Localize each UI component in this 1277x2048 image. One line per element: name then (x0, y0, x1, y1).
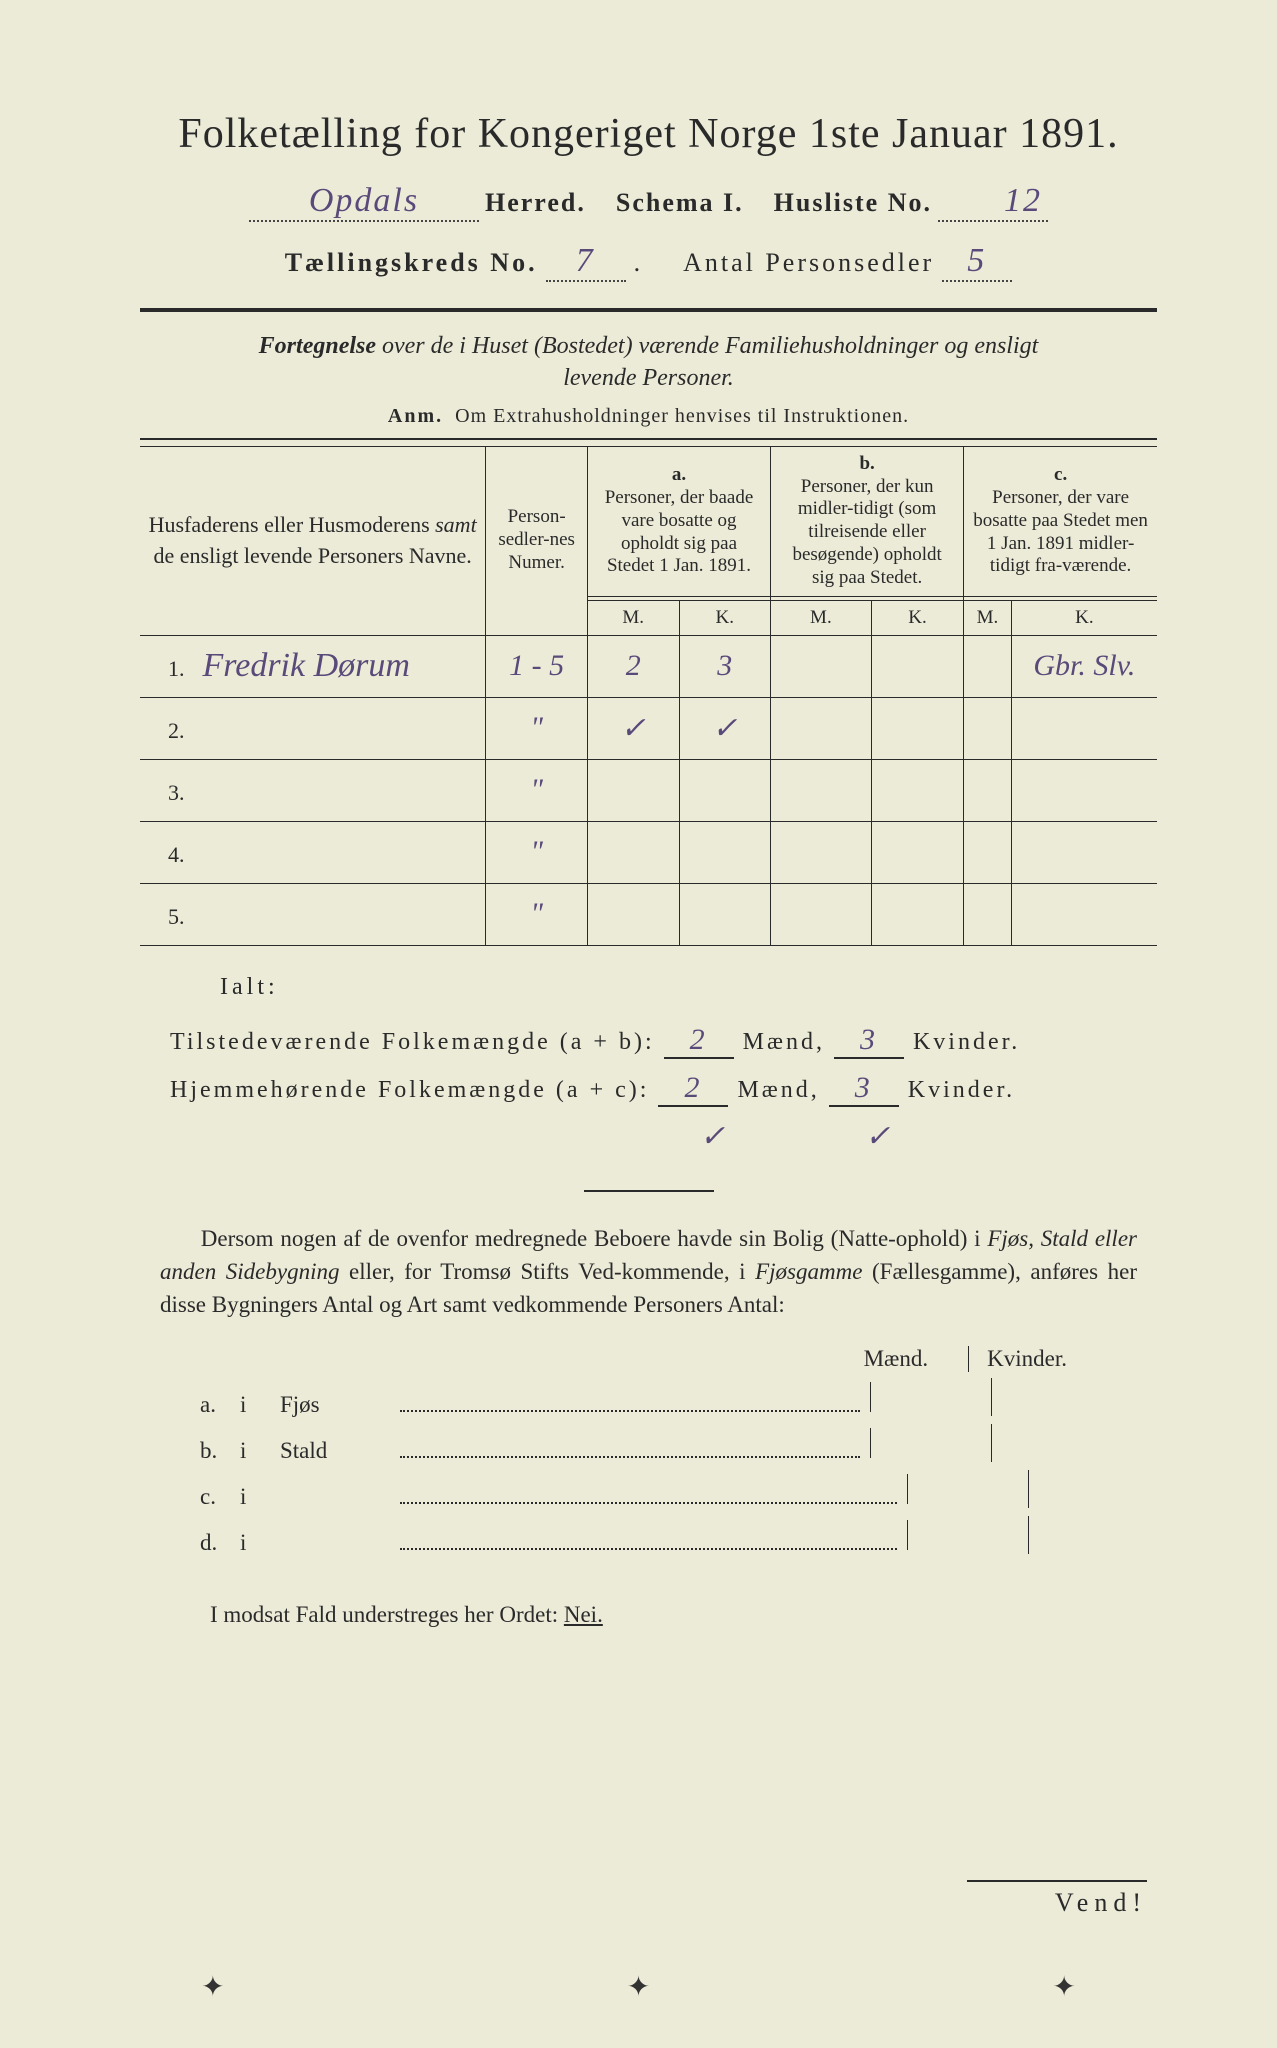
vend-label: Vend! (967, 1880, 1147, 1918)
table-row: 5." (140, 883, 1157, 945)
census-table: Husfaderens eller Husmoderens samt de en… (140, 446, 1157, 946)
col-name-header: Husfaderens eller Husmoderens samt de en… (140, 446, 486, 635)
antal-field: 5 (942, 242, 1012, 282)
mk-header: Mænd. Kvinder. (140, 1346, 1067, 1372)
col-a-header: a. Personer, der baade vare bosatte og o… (587, 446, 770, 596)
table-row: 2."✓✓ (140, 697, 1157, 759)
header-line-2: Tællingskreds No. 7 . Antal Personsedler… (140, 242, 1157, 282)
col-a-k: K. (679, 600, 771, 635)
hole-icon: ✦ (1052, 1970, 1075, 2004)
row-d: d. i (200, 1520, 1157, 1556)
hole-icon: ✦ (201, 1970, 224, 2004)
col-b-k: K. (871, 600, 963, 635)
table-row: 4." (140, 821, 1157, 883)
herred-label: Herred. (485, 188, 586, 218)
hole-icon: ✦ (627, 1970, 650, 2004)
header-line-1: Opdals Herred. Schema I. Husliste No. 12 (140, 182, 1157, 222)
table-row: 3." (140, 759, 1157, 821)
row-c: c. i (200, 1474, 1157, 1510)
kvinder-label: Kvinder. (968, 1346, 1067, 1372)
table-row: 1.Fredrik Dørum1 - 523Gbr. Slv. (140, 635, 1157, 697)
husliste-label: Husliste No. (774, 188, 932, 218)
herred-field: Opdals (249, 182, 479, 222)
col-b-header: b. Personer, der kun midler-tidigt (som … (771, 446, 964, 596)
col-num-header: Person-sedler-nes Numer. (486, 446, 588, 635)
row-b: b. i Stald (200, 1428, 1157, 1464)
schema-label: Schema I. (616, 188, 744, 218)
census-form-page: Folketælling for Kongeriget Norge 1ste J… (0, 0, 1277, 2048)
row-a: a. i Fjøs (200, 1382, 1157, 1418)
antal-label: Antal Personsedler (683, 248, 934, 278)
col-c-header: c. Personer, der vare bosatte paa Stedet… (964, 446, 1157, 596)
totals-checks: ✓✓ (700, 1119, 1157, 1154)
totals-line-1: Tilstedeværende Folkemængde (a + b): 2 M… (170, 1023, 1157, 1059)
divider (140, 438, 1157, 440)
totals-line-2: Hjemmehørende Folkemængde (a + c): 2 Mæn… (170, 1071, 1157, 1107)
anm-text: Anm. Om Extrahusholdninger henvises til … (140, 405, 1157, 428)
divider (140, 308, 1157, 312)
building-paragraph: Dersom nogen af de ovenfor medregnede Be… (160, 1222, 1137, 1322)
maend-label: Mænd. (846, 1346, 929, 1372)
col-a-m: M. (587, 600, 679, 635)
ialt-label: Ialt: (220, 974, 1157, 1001)
page-title: Folketælling for Kongeriget Norge 1ste J… (140, 110, 1157, 158)
kreds-field: 7 (546, 242, 626, 282)
binding-holes: ✦ ✦ ✦ (0, 1970, 1277, 2004)
divider (584, 1190, 714, 1192)
kreds-label: Tællingskreds No. (285, 248, 538, 278)
intro-text: Fortegnelse over de i Huset (Bostedet) v… (140, 330, 1157, 395)
col-b-m: M. (771, 600, 872, 635)
col-c-k: K. (1011, 600, 1157, 635)
col-c-m: M. (964, 600, 1012, 635)
nei-line: I modsat Fald understreges her Ordet: Ne… (210, 1602, 1157, 1628)
husliste-field: 12 (938, 182, 1048, 222)
